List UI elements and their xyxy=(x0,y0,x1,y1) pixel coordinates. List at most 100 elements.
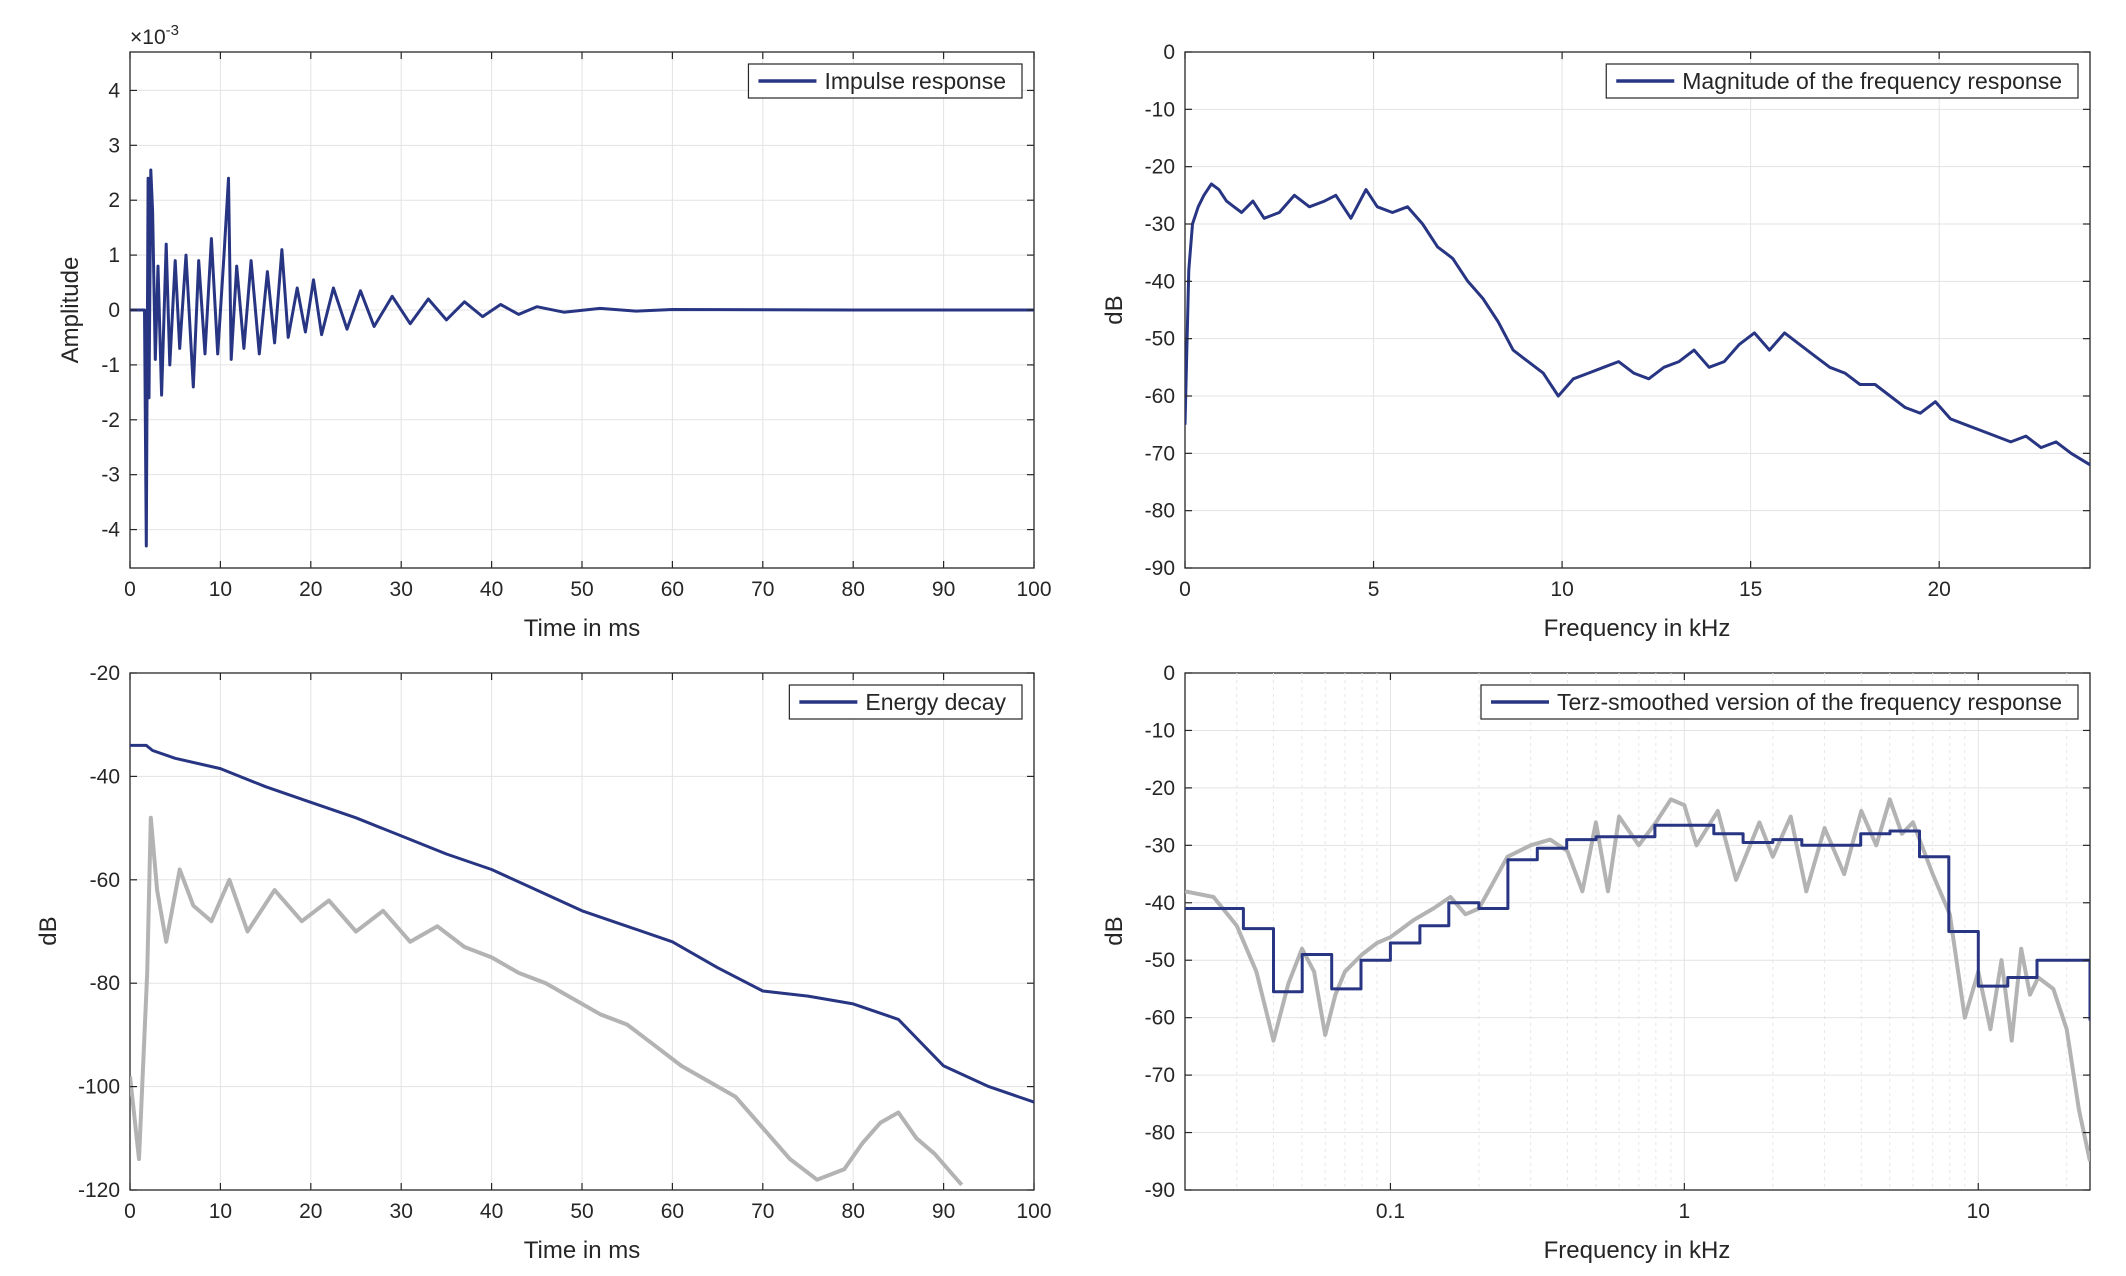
series-layer xyxy=(1185,182,2090,467)
x-tick-label: 10 xyxy=(209,1200,232,1223)
y-tick-label: -120 xyxy=(78,1179,120,1202)
y-tick-label: -30 xyxy=(1145,834,1175,857)
y-tick-label: 0 xyxy=(108,299,120,322)
ticks: 0 10 20 30 40 50 60 70 80 90 100 -20 -40 -60 -80 -100 -1… xyxy=(78,662,1052,1223)
y-tick-label: 4 xyxy=(108,79,120,102)
x-tick-label: 5 xyxy=(1368,578,1380,601)
ticks: 0 10 20 30 40 50 60 70 80 90 100 -4 -3 -2 -1 0 1 2 3 4 xyxy=(101,52,1052,601)
y-tick-label: 0 xyxy=(1163,662,1175,685)
y-tick-label: -10 xyxy=(1145,719,1175,742)
x-tick-label: 30 xyxy=(390,1200,413,1223)
grid xyxy=(130,673,1034,1190)
x-axis-label: Time in ms xyxy=(524,615,640,642)
x-tick-label: 1 xyxy=(1678,1200,1690,1223)
series-line xyxy=(1185,182,2090,467)
reference-line xyxy=(1185,797,2090,1162)
y-tick-label: 3 xyxy=(108,134,120,157)
plot-frame xyxy=(1184,51,2091,569)
x-tick-label: 0 xyxy=(1179,578,1191,601)
y-tick-label: -1 xyxy=(101,354,120,377)
y-tick-label: -80 xyxy=(90,972,120,995)
y-tick-label: -60 xyxy=(1145,385,1175,408)
series-layer xyxy=(1185,797,2090,1162)
y-axis-label: Amplitude xyxy=(57,257,84,364)
x-tick-label: 70 xyxy=(751,1200,774,1223)
legend-label: Energy decay xyxy=(865,689,1006,715)
x-tick-label: 40 xyxy=(480,578,503,601)
legend-box xyxy=(1480,684,2079,720)
x-tick-label: 0.1 xyxy=(1376,1200,1405,1223)
ticks: 0.1 1 10 0 -10 -20 -30 -40 -50 -60 -70 -80 -90 xyxy=(1145,662,2090,1223)
x-tick-label: 70 xyxy=(751,578,774,601)
reference-line xyxy=(130,815,964,1187)
x-tick-label: 90 xyxy=(932,578,955,601)
series-layer xyxy=(130,743,1034,1187)
x-tick-label: 20 xyxy=(299,578,322,601)
legend: Impulse response xyxy=(747,63,1023,99)
y-tick-label: 2 xyxy=(108,189,120,212)
y-tick-label: -90 xyxy=(1145,557,1175,580)
x-axis-label: Frequency in kHz xyxy=(1544,615,1731,642)
y-tick-label: -60 xyxy=(90,869,120,892)
legend-label: Terz-smoothed version of the frequency r… xyxy=(1557,689,2062,715)
plot-frame xyxy=(1184,672,2091,1191)
grid xyxy=(1185,52,2090,568)
y-tick-label: -3 xyxy=(101,464,120,487)
y-tick-label: -40 xyxy=(1145,270,1175,293)
x-tick-label: 30 xyxy=(390,578,413,601)
legend: Terz-smoothed version of the frequency r… xyxy=(1480,684,2079,720)
grid xyxy=(130,52,1034,568)
panel-energy: 0 10 20 30 40 50 60 70 80 90 100 -20 -40 -60 -80 -100 -1… xyxy=(35,662,1052,1264)
y-tick-label: -40 xyxy=(90,765,120,788)
x-tick-label: 10 xyxy=(1550,578,1573,601)
y-tick-label: -70 xyxy=(1145,1064,1175,1087)
y-tick-label: -100 xyxy=(78,1076,120,1099)
y-axis-label: dB xyxy=(35,916,62,945)
series-line xyxy=(130,168,1034,548)
y-tick-label: -50 xyxy=(1145,328,1175,351)
legend-label: Magnitude of the frequency response xyxy=(1682,68,2062,94)
y-exponent-label: ×10-3 xyxy=(130,22,179,49)
y-tick-label: 0 xyxy=(1163,41,1175,64)
y-tick-label: -4 xyxy=(101,519,120,542)
y-tick-label: -50 xyxy=(1145,949,1175,972)
x-tick-label: 40 xyxy=(480,1200,503,1223)
series-line xyxy=(1185,823,2090,1021)
y-tick-label: -60 xyxy=(1145,1007,1175,1030)
x-tick-label: 20 xyxy=(1927,578,1950,601)
y-tick-label: -2 xyxy=(101,409,120,432)
x-tick-label: 60 xyxy=(661,578,684,601)
panel-impulse: 0 10 20 30 40 50 60 70 80 90 100 -4 -3 -2 -1 0 1 2 3 4 ×10-… xyxy=(57,22,1052,642)
y-tick-label: -20 xyxy=(1145,156,1175,179)
x-tick-label: 10 xyxy=(209,578,232,601)
panel-terz: 0.1 1 10 0 -10 -20 -30 -40 -50 -60 -70 -80 -90 Frequ… xyxy=(1101,662,2091,1264)
x-tick-label: 80 xyxy=(842,1200,865,1223)
x-tick-label: 0 xyxy=(124,1200,136,1223)
x-tick-label: 90 xyxy=(932,1200,955,1223)
x-tick-label: 15 xyxy=(1739,578,1762,601)
y-tick-label: 1 xyxy=(108,244,120,267)
y-tick-label: -80 xyxy=(1145,1122,1175,1145)
y-tick-label: -40 xyxy=(1145,892,1175,915)
x-tick-label: 80 xyxy=(842,578,865,601)
y-tick-label: -80 xyxy=(1145,500,1175,523)
x-tick-label: 100 xyxy=(1016,578,1051,601)
series-layer xyxy=(130,168,1034,548)
ticks: 0 5 10 15 20 0 -10 -20 -30 -40 -50 -60 -70 -80 -90 xyxy=(1145,41,2090,601)
x-tick-label: 10 xyxy=(1967,1200,1990,1223)
y-tick-label: -70 xyxy=(1145,442,1175,465)
y-tick-label: -20 xyxy=(90,662,120,685)
y-tick-label: -30 xyxy=(1145,213,1175,236)
y-axis-label: dB xyxy=(1101,295,1128,324)
x-tick-label: 60 xyxy=(661,1200,684,1223)
x-tick-label: 50 xyxy=(570,578,593,601)
x-tick-label: 0 xyxy=(124,578,136,601)
x-axis-label: Time in ms xyxy=(524,1237,640,1264)
y-tick-label: -10 xyxy=(1145,98,1175,121)
legend: Magnitude of the frequency response xyxy=(1605,63,2079,99)
legend-box xyxy=(1605,63,2079,99)
panel-magnitude: 0 5 10 15 20 0 -10 -20 -30 -40 -50 -60 -70 -80 -90 Fre… xyxy=(1101,41,2091,642)
x-tick-label: 20 xyxy=(299,1200,322,1223)
